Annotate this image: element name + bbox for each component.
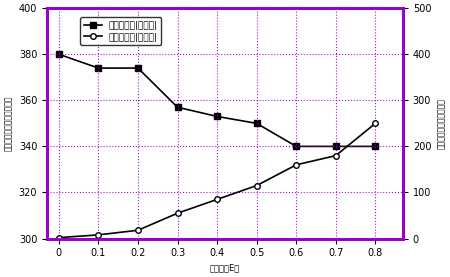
資源尾数　|平均値| bbox=[293, 145, 299, 148]
資源尾数　|平均値| bbox=[175, 106, 180, 109]
Line: 資源尾数　|平均値|: 資源尾数 |平均値| bbox=[56, 52, 378, 149]
漁捉尾数　|平均値| bbox=[175, 212, 180, 215]
Y-axis label: 資源尾数（平均値：万尾）: 資源尾数（平均値：万尾） bbox=[4, 96, 13, 151]
漁捉尾数　|平均値| bbox=[293, 163, 299, 166]
資源尾数　|平均値| bbox=[254, 122, 259, 125]
X-axis label: 漁捉率（E）: 漁捉率（E） bbox=[210, 264, 240, 273]
資源尾数　|平均値| bbox=[333, 145, 338, 148]
漁捉尾数　|平均値| bbox=[135, 229, 141, 232]
漁捉尾数　|平均値| bbox=[373, 122, 378, 125]
資源尾数　|平均値| bbox=[373, 145, 378, 148]
資源尾数　|平均値| bbox=[135, 66, 141, 70]
資源尾数　|平均値| bbox=[96, 66, 101, 70]
漁捉尾数　|平均値| bbox=[214, 198, 220, 201]
資源尾数　|平均値| bbox=[214, 115, 220, 118]
資源尾数　|平均値| bbox=[56, 53, 62, 56]
Y-axis label: 漁捉尾数（山尾：万尾）: 漁捉尾数（山尾：万尾） bbox=[437, 98, 446, 149]
漁捉尾数　|平均値| bbox=[96, 233, 101, 237]
漁捉尾数　|平均値| bbox=[56, 236, 62, 239]
漁捉尾数　|平均値| bbox=[254, 184, 259, 187]
Line: 漁捉尾数　|平均値|: 漁捉尾数 |平均値| bbox=[56, 120, 378, 240]
Legend: 資源尾数　|平均値|, 漁捉尾数　|平均値|: 資源尾数 |平均値|, 漁捉尾数 |平均値| bbox=[80, 17, 162, 45]
漁捉尾数　|平均値| bbox=[333, 154, 338, 157]
